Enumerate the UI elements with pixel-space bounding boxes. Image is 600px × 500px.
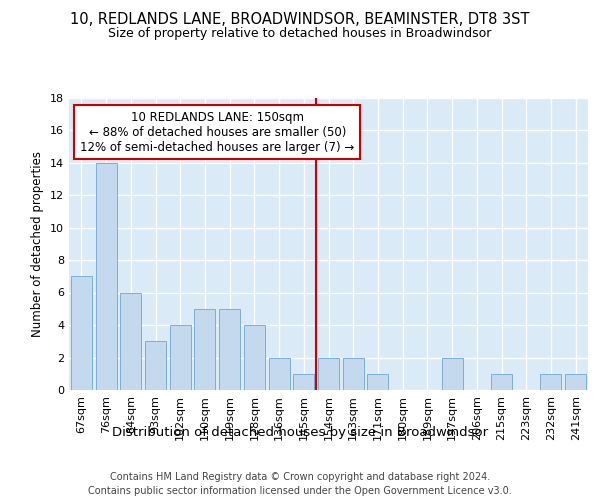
Y-axis label: Number of detached properties: Number of detached properties — [31, 151, 44, 337]
Bar — [145, 341, 166, 390]
Text: 10, REDLANDS LANE, BROADWINDSOR, BEAMINSTER, DT8 3ST: 10, REDLANDS LANE, BROADWINDSOR, BEAMINS… — [70, 12, 530, 28]
Text: Size of property relative to detached houses in Broadwindsor: Size of property relative to detached ho… — [109, 28, 491, 40]
Bar — [565, 374, 586, 390]
Bar — [120, 292, 141, 390]
Bar — [219, 308, 240, 390]
Text: Contains public sector information licensed under the Open Government Licence v3: Contains public sector information licen… — [88, 486, 512, 496]
Text: Contains HM Land Registry data © Crown copyright and database right 2024.: Contains HM Land Registry data © Crown c… — [110, 472, 490, 482]
Bar — [194, 308, 215, 390]
Bar — [491, 374, 512, 390]
Bar — [318, 358, 339, 390]
Bar — [367, 374, 388, 390]
Bar — [343, 358, 364, 390]
Bar — [71, 276, 92, 390]
Text: 10 REDLANDS LANE: 150sqm
← 88% of detached houses are smaller (50)
12% of semi-d: 10 REDLANDS LANE: 150sqm ← 88% of detach… — [80, 110, 355, 154]
Text: Distribution of detached houses by size in Broadwindsor: Distribution of detached houses by size … — [112, 426, 488, 439]
Bar — [244, 325, 265, 390]
Bar — [95, 162, 116, 390]
Bar — [293, 374, 314, 390]
Bar — [269, 358, 290, 390]
Bar — [442, 358, 463, 390]
Bar — [541, 374, 562, 390]
Bar — [170, 325, 191, 390]
